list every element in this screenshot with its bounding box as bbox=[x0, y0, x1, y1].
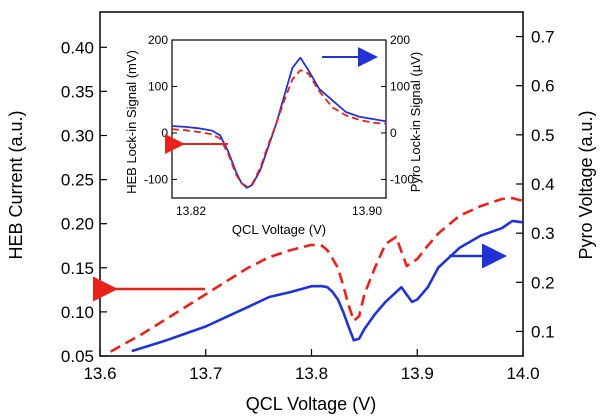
main-right-y-tick-label: 0.4 bbox=[531, 175, 555, 194]
main-right-y-tick-label: 0.3 bbox=[531, 224, 555, 243]
main-left-axis-label: HEB Current (a.u.) bbox=[6, 110, 26, 259]
main-right-y-tick-label: 0.5 bbox=[531, 126, 555, 145]
main-left-y-tick-label: 0.10 bbox=[61, 303, 94, 322]
inset-plot-frame bbox=[171, 39, 387, 199]
inset-x-tick-label: 13.82 bbox=[176, 204, 206, 218]
main-right-axis-label: Pyro Voltage (a.u.) bbox=[576, 110, 596, 259]
inset-right-y-tick-label: -100 bbox=[390, 172, 414, 186]
main-right-y-tick-label: 0.6 bbox=[531, 77, 555, 96]
main-left-y-tick-label: 0.35 bbox=[61, 82, 94, 101]
main-x-tick-label: 14.0 bbox=[506, 364, 539, 383]
pyro-voltage-series bbox=[131, 219, 524, 353]
main-left-y-tick-label: 0.20 bbox=[61, 215, 94, 234]
inset-x-axis-label: QCL Voltage (V) bbox=[232, 222, 326, 237]
main-left-y-tick-label: 0.05 bbox=[61, 347, 94, 366]
inset-left-y-tick-label: 0 bbox=[161, 126, 168, 140]
inset-left-y-tick-label: -100 bbox=[144, 172, 168, 186]
main-left-y-tick-label: 0.30 bbox=[61, 126, 94, 145]
inset-right-y-tick-label: 0 bbox=[390, 126, 397, 140]
main-left-y-tick-label: 0.40 bbox=[61, 38, 94, 57]
main-x-axis-label: QCL Voltage (V) bbox=[246, 394, 376, 414]
inset-x-tick-label: 13.90 bbox=[352, 204, 382, 218]
inset-pyro-lockin-series bbox=[171, 69, 387, 188]
inset-right-y-tick-label: 200 bbox=[390, 33, 410, 47]
inset-heb-lockin-series bbox=[171, 56, 387, 189]
main-x-tick-label: 13.7 bbox=[189, 364, 222, 383]
main-x-tick-label: 13.6 bbox=[83, 364, 116, 383]
inset-left-y-tick-label: 100 bbox=[148, 79, 168, 93]
main-x-tick-label: 13.9 bbox=[401, 364, 434, 383]
inset-left-axis-label: HEB Lock-in Signal (mV) bbox=[124, 50, 139, 194]
main-right-y-tick-label: 0.7 bbox=[531, 28, 555, 47]
main-x-tick-label: 13.8 bbox=[295, 364, 328, 383]
inset-background bbox=[172, 40, 386, 198]
inset-right-y-tick-label: 100 bbox=[390, 79, 410, 93]
heb-current-series bbox=[109, 196, 524, 353]
main-right-y-tick-label: 0.2 bbox=[531, 273, 555, 292]
main-right-y-tick-label: 0.1 bbox=[531, 322, 555, 341]
inset-right-axis-label: Pyro Lock-in Signal (µV) bbox=[408, 52, 423, 192]
inset-left-y-tick-label: 200 bbox=[148, 33, 168, 47]
main-left-y-tick-label: 0.15 bbox=[61, 259, 94, 278]
main-left-y-tick-label: 0.25 bbox=[61, 171, 94, 190]
